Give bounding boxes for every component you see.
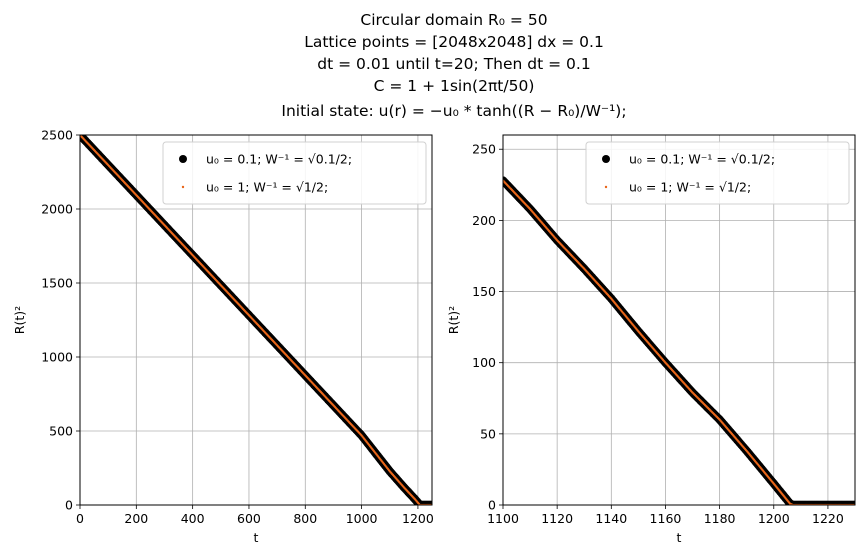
y-axis-label: R(t)² bbox=[12, 306, 27, 334]
legend-label-2: u₀ = 1; W⁻¹ = √1/2; bbox=[206, 180, 328, 195]
y-tick-label: 100 bbox=[472, 355, 496, 370]
right-chart-axes: 1100 1120 1140 1160 1180 1200 1220 0 50 100 150 200… bbox=[446, 135, 859, 545]
x-tick-label: 1160 bbox=[650, 511, 682, 526]
y-axis-label: R(t)² bbox=[446, 306, 461, 334]
legend: u₀ = 0.1; W⁻¹ = √0.1/2; u₀ = 1; W⁻¹ = √1/… bbox=[586, 142, 849, 204]
x-tick-label: 600 bbox=[237, 511, 261, 526]
left-chart-axes: 0 200 400 600 800 1000 1200 0 500 1000 1500 2000 250… bbox=[12, 128, 436, 546]
x-tick-label: 1140 bbox=[595, 511, 627, 526]
legend-label-1: u₀ = 0.1; W⁻¹ = √0.1/2; bbox=[629, 152, 775, 167]
y-tick-label: 500 bbox=[49, 424, 73, 439]
title-line-5: Initial state: u(r) = −u₀ * tanh((R − R₀… bbox=[281, 102, 626, 120]
series-1 bbox=[499, 176, 859, 509]
legend-marker-1 bbox=[602, 155, 610, 163]
title-line-1: Circular domain R₀ = 50 bbox=[360, 11, 547, 29]
y-tick-label: 1000 bbox=[41, 350, 73, 365]
title-line-3: dt = 0.01 until t=20; Then dt = 0.1 bbox=[317, 55, 590, 73]
x-tick-label: 0 bbox=[76, 511, 84, 526]
figure-title: Circular domain R₀ = 50 Lattice points =… bbox=[281, 11, 626, 120]
x-tick-label: 1100 bbox=[487, 511, 519, 526]
x-axis-label: t bbox=[254, 530, 259, 545]
title-line-4: C = 1 + 1sin(2πt/50) bbox=[374, 77, 535, 95]
x-tick-label: 1200 bbox=[402, 511, 434, 526]
title-line-2: Lattice points = [2048x2048] dx = 0.1 bbox=[304, 33, 604, 51]
legend-marker-1 bbox=[179, 155, 187, 163]
x-tick-label: 1200 bbox=[758, 511, 790, 526]
legend-label-1: u₀ = 0.1; W⁻¹ = √0.1/2; bbox=[206, 152, 352, 167]
y-tick-label: 200 bbox=[472, 213, 496, 228]
x-tick-label: 800 bbox=[293, 511, 317, 526]
x-tick-label: 200 bbox=[124, 511, 148, 526]
legend-label-2: u₀ = 1; W⁻¹ = √1/2; bbox=[629, 180, 751, 195]
y-tick-label: 2500 bbox=[41, 128, 73, 143]
legend: u₀ = 0.1; W⁻¹ = √0.1/2; u₀ = 1; W⁻¹ = √1/… bbox=[163, 142, 426, 204]
legend-marker-2 bbox=[605, 186, 607, 188]
x-axis-label: t bbox=[677, 530, 682, 545]
y-tick-label: 250 bbox=[472, 142, 496, 157]
y-tick-label: 0 bbox=[65, 498, 73, 513]
x-tick-label: 1180 bbox=[704, 511, 736, 526]
x-tick-label: 1000 bbox=[346, 511, 378, 526]
x-tick-label: 400 bbox=[181, 511, 205, 526]
y-tick-label: 0 bbox=[488, 498, 496, 513]
y-tick-label: 150 bbox=[472, 284, 496, 299]
series-2 bbox=[502, 179, 856, 506]
legend-marker-2 bbox=[182, 186, 184, 188]
x-tick-label: 1120 bbox=[541, 511, 573, 526]
x-tick-label: 1220 bbox=[812, 511, 844, 526]
y-tick-label: 50 bbox=[480, 426, 496, 441]
y-tick-label: 2000 bbox=[41, 202, 73, 217]
y-tick-label: 1500 bbox=[41, 276, 73, 291]
